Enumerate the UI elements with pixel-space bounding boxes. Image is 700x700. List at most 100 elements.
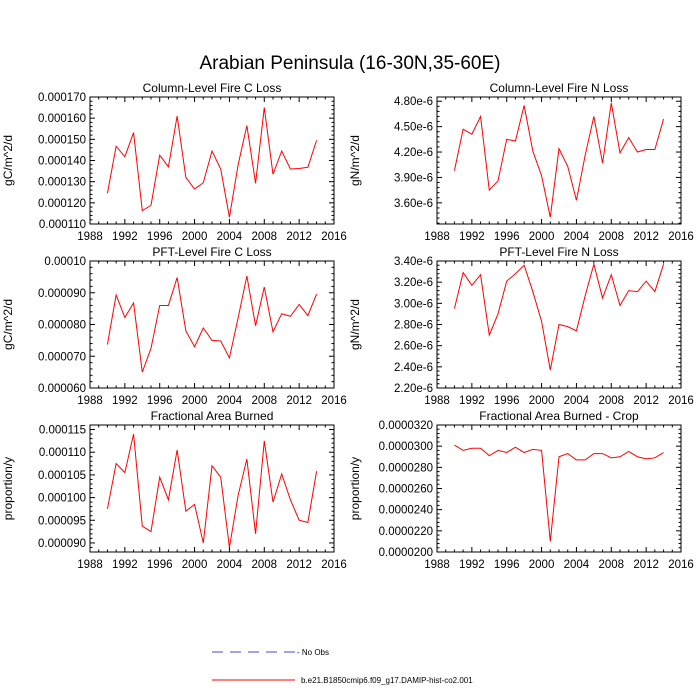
x-tick-label: 2004 xyxy=(217,395,243,407)
x-tick-label: 1988 xyxy=(424,559,450,571)
y-axis-label: gC/m^2/d xyxy=(1,299,15,350)
x-tick-label: 2012 xyxy=(286,559,312,571)
y-tick-label: 3.20e-6 xyxy=(394,277,433,289)
plot-frame xyxy=(89,424,335,553)
y-tick-label: 0.000110 xyxy=(39,447,86,459)
x-tick-label: 2004 xyxy=(564,559,590,571)
x-tick-label: 1992 xyxy=(459,395,485,407)
legend-label: b.e21.B1850cmip6.f09_g17.DAMIP-hist-co2.… xyxy=(301,676,473,685)
panel-3: PFT-Level Fire N Loss 1988 1992 1996 2000 200… xyxy=(348,245,694,407)
y-tick-label: 0.0000280 xyxy=(379,462,433,474)
x-tick-label: 1988 xyxy=(77,231,103,243)
y-axis-label: gC/m^2/d xyxy=(1,135,15,186)
panel-5: Fractional Area Burned - Crop 1988 1992 199… xyxy=(348,409,694,571)
x-tick-label: 2000 xyxy=(529,231,555,243)
y-tick-label: 2.60e-6 xyxy=(394,341,433,353)
y-tick-label: 0.00010 xyxy=(44,256,86,268)
x-tick-label: 2016 xyxy=(668,395,694,407)
y-tick-label: 0.000090 xyxy=(38,538,86,550)
panel-title: PFT-Level Fire C Loss xyxy=(152,245,271,259)
x-tick-label: 2000 xyxy=(182,559,208,571)
x-tick-label: 2012 xyxy=(633,559,659,571)
y-tick-label: 0.000160 xyxy=(38,113,86,125)
x-tick-label: 1988 xyxy=(424,395,450,407)
panels: Column-Level Fire C Loss 1988 1992 1996 2000… xyxy=(1,81,694,571)
x-tick-label: 2000 xyxy=(182,395,208,407)
y-tick-label: 0.0000260 xyxy=(379,484,433,496)
y-tick-label: 0.000060 xyxy=(38,383,86,395)
y-tick-label: 0.000105 xyxy=(38,470,86,482)
y-tick-label: 0.000130 xyxy=(38,177,86,189)
series-line-0 xyxy=(453,102,665,218)
series-line-0 xyxy=(106,433,318,548)
x-tick-label: 1988 xyxy=(77,559,103,571)
y-tick-label: 3.60e-6 xyxy=(394,198,433,210)
y-tick-label: 0.0000220 xyxy=(379,526,433,538)
y-tick-label: 3.40e-6 xyxy=(394,256,433,268)
x-tick-label: 2016 xyxy=(668,231,694,243)
x-tick-label: 2016 xyxy=(321,559,347,571)
panel-0: Column-Level Fire C Loss 1988 1992 1996 2000… xyxy=(1,81,347,243)
x-tick-label: 2012 xyxy=(633,395,659,407)
x-tick-label: 2016 xyxy=(668,559,694,571)
x-tick-label: 2012 xyxy=(633,231,659,243)
y-tick-label: 0.000070 xyxy=(38,351,86,363)
x-tick-label: 1992 xyxy=(112,395,138,407)
x-tick-label: 1996 xyxy=(147,559,173,571)
x-tick-label: 1992 xyxy=(112,231,138,243)
panel-title: Column-Level Fire N Loss xyxy=(490,81,629,95)
x-tick-label: 2008 xyxy=(598,231,624,243)
x-tick-label: 1992 xyxy=(112,559,138,571)
y-axis-label: gN/m^2/d xyxy=(348,299,362,350)
x-tick-label: 1996 xyxy=(494,559,520,571)
y-tick-label: 4.50e-6 xyxy=(394,122,433,134)
y-tick-label: 3.00e-6 xyxy=(394,298,433,310)
panel-title: PFT-Level Fire N Loss xyxy=(499,245,618,259)
y-tick-label: 0.000150 xyxy=(38,134,86,146)
x-tick-label: 2000 xyxy=(529,395,555,407)
x-tick-label: 2008 xyxy=(251,231,277,243)
x-tick-label: 2016 xyxy=(321,395,347,407)
panel-1: Column-Level Fire N Loss 1988 1992 1996 2000… xyxy=(348,81,694,243)
x-tick-label: 1996 xyxy=(494,395,520,407)
y-tick-label: 0.000115 xyxy=(39,425,86,437)
x-tick-label: 2004 xyxy=(217,559,243,571)
series-line-0 xyxy=(454,444,664,542)
y-tick-label: 0.000140 xyxy=(38,156,86,168)
y-tick-label: 0.000120 xyxy=(38,198,86,210)
panel-title: Fractional Area Burned - Crop xyxy=(479,409,639,423)
x-tick-label: 2008 xyxy=(598,559,624,571)
y-axis-label: gN/m^2/d xyxy=(348,135,362,186)
panel-2: PFT-Level Fire C Loss 1988 1992 1996 2000 200… xyxy=(1,245,347,407)
y-tick-label: 0.000170 xyxy=(38,92,86,104)
series-line-0 xyxy=(106,107,318,218)
legend-label: - No Obs xyxy=(297,648,329,657)
y-tick-label: 0.000100 xyxy=(38,493,86,505)
panel-title: Fractional Area Burned xyxy=(151,409,274,423)
y-tick-label: 0.000110 xyxy=(39,219,86,231)
x-tick-label: 1992 xyxy=(459,231,485,243)
x-tick-label: 2004 xyxy=(217,231,243,243)
x-tick-label: 2008 xyxy=(251,395,277,407)
plot-frame xyxy=(89,96,335,225)
x-tick-label: 2016 xyxy=(321,231,347,243)
y-tick-label: 0.0000240 xyxy=(379,505,433,517)
x-tick-label: 2012 xyxy=(286,395,312,407)
series-line-0 xyxy=(106,275,318,373)
series-line-0 xyxy=(453,262,665,371)
x-tick-label: 1996 xyxy=(147,231,173,243)
legend: - No Obs b.e21.B1850cmip6.f09_g17.DAMIP-h… xyxy=(212,648,473,685)
y-axis-label: proportion/y xyxy=(348,457,362,520)
y-tick-label: 4.20e-6 xyxy=(394,147,433,159)
x-tick-label: 2004 xyxy=(564,231,590,243)
x-tick-label: 1996 xyxy=(147,395,173,407)
plot-frame xyxy=(89,260,335,389)
y-axis-label: proportion/y xyxy=(1,457,15,520)
y-tick-label: 2.80e-6 xyxy=(394,320,433,332)
y-tick-label: 2.20e-6 xyxy=(394,383,433,395)
y-tick-label: 0.0000300 xyxy=(379,441,433,453)
x-tick-label: 1988 xyxy=(77,395,103,407)
panel-title: Column-Level Fire C Loss xyxy=(143,81,282,95)
y-tick-label: 0.000095 xyxy=(38,515,86,527)
